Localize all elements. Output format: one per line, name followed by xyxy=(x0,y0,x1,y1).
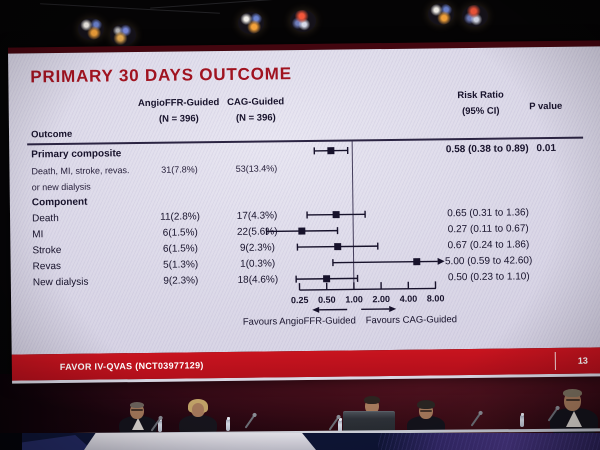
slide: PRIMARY 30 DAYS OUTCOME AngioFFR-Guided … xyxy=(8,46,600,355)
presentation-screen: PRIMARY 30 DAYS OUTCOME AngioFFR-Guided … xyxy=(7,40,600,384)
desk-panel-blue xyxy=(16,435,92,450)
reference-line xyxy=(351,141,355,290)
desk-panel-white xyxy=(84,433,316,450)
stage-light xyxy=(238,12,264,34)
stage-light xyxy=(290,10,316,32)
trial-name: FAVOR IV-QVAS (NCT03977129) xyxy=(59,360,204,373)
ci-arrow xyxy=(437,257,445,265)
ci-line xyxy=(332,260,438,264)
laptop xyxy=(343,411,395,434)
x-axis xyxy=(299,287,436,291)
slide-number: 13 xyxy=(577,355,588,366)
water-bottle xyxy=(520,413,524,427)
stage-light xyxy=(428,3,454,25)
stage-back-wall xyxy=(0,374,600,436)
water-bottle xyxy=(158,418,162,432)
footer-divider xyxy=(554,351,556,370)
desk-front xyxy=(0,433,600,450)
point-estimate xyxy=(327,147,335,155)
water-bottle xyxy=(226,417,230,431)
point-estimate xyxy=(332,211,340,219)
axis-tick-label: 8.00 xyxy=(427,293,445,303)
point-estimate xyxy=(298,227,306,235)
desk-corner-shadow xyxy=(0,433,22,450)
stage-light xyxy=(462,5,488,27)
stage-light xyxy=(78,18,104,40)
water-bottle xyxy=(338,418,342,432)
point-estimate xyxy=(413,258,421,266)
axis-tick-label: 1.00 xyxy=(345,294,363,304)
point-estimate xyxy=(323,275,331,283)
axis-tick-label: 4.00 xyxy=(400,294,418,304)
axis-tick-label: 0.25 xyxy=(291,295,309,305)
desk-panel-purple xyxy=(378,433,600,450)
favours-left-arrowhead xyxy=(312,306,320,313)
forest-plot: 0.25 0.50 1.00 2.00 4.00 8.00 Favours AngioFFR… xyxy=(243,141,457,328)
favours-right-label: Favours CAG-Guided xyxy=(366,314,457,326)
point-estimate xyxy=(334,243,342,251)
favours-right-arrowhead xyxy=(389,305,397,312)
lighting-truss xyxy=(150,0,310,9)
stage-light xyxy=(110,24,136,46)
axis-tick-label: 2.00 xyxy=(372,294,390,304)
favours-left-label: Favours AngioFFR-Guided xyxy=(243,315,356,327)
axis-tick-label: 0.50 xyxy=(318,295,336,305)
